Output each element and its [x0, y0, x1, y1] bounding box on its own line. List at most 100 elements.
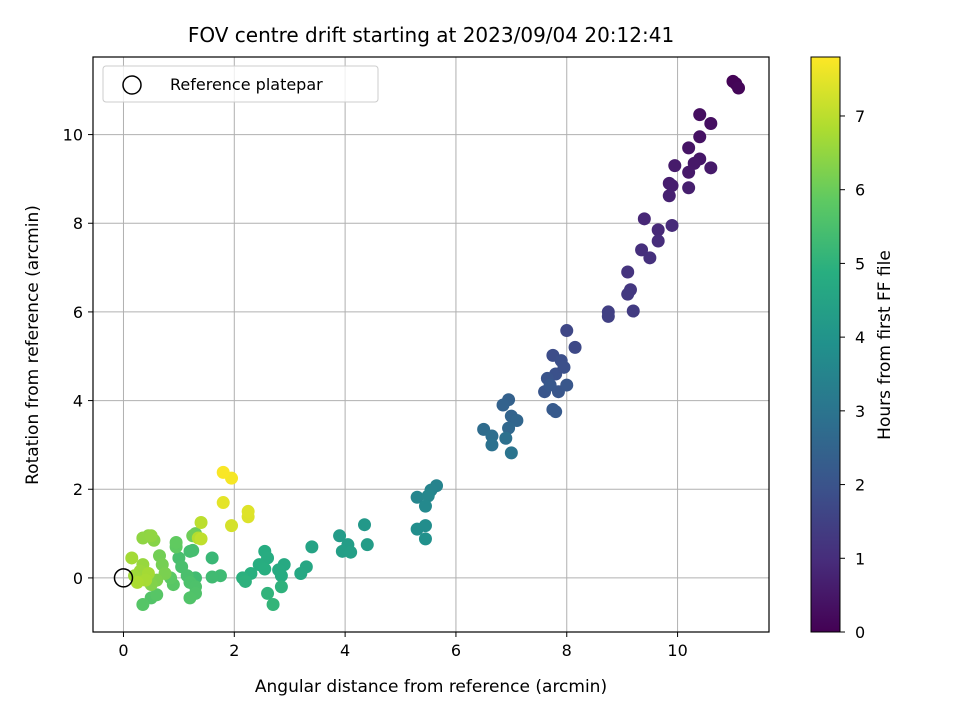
data-point [266, 598, 280, 612]
data-point [693, 108, 707, 122]
y-tick-label: 10 [63, 126, 83, 145]
colorbar-tick-label: 4 [855, 328, 865, 347]
data-point [665, 179, 679, 193]
data-point [305, 540, 319, 554]
data-point [560, 324, 574, 338]
data-point [186, 543, 200, 557]
y-axis-label: Rotation from reference (arcmin) [23, 205, 43, 485]
data-point [205, 551, 219, 565]
colorbar-tick-label: 6 [855, 181, 865, 200]
data-point [216, 496, 230, 510]
data-point [238, 574, 252, 588]
data-point [665, 218, 679, 232]
data-point [732, 81, 746, 95]
y-axis-ticks: 0 2 4 6 8 10 [63, 126, 93, 588]
reference-platepar-marker [113, 568, 134, 588]
data-point [169, 535, 183, 549]
data-points [125, 74, 746, 612]
data-point [499, 431, 513, 445]
legend-label: Reference platepar [170, 75, 323, 94]
data-point [258, 562, 272, 576]
x-tick-label: 0 [118, 641, 128, 660]
x-tick-label: 6 [451, 641, 461, 660]
data-point [502, 421, 516, 435]
data-point [274, 569, 288, 583]
data-point [225, 519, 239, 533]
colorbar-tick-label: 2 [855, 476, 865, 495]
y-tick-label: 4 [73, 392, 83, 411]
data-point [560, 378, 574, 392]
data-point [601, 309, 615, 323]
colorbar [810, 56, 841, 633]
data-point [294, 566, 308, 580]
y-tick-label: 0 [73, 569, 83, 588]
data-point [344, 545, 358, 559]
data-point [682, 141, 696, 155]
colorbar-tick-label: 1 [855, 549, 865, 568]
data-point [333, 529, 347, 543]
x-tick-label: 2 [229, 641, 239, 660]
y-tick-label: 8 [73, 214, 83, 233]
data-point [568, 340, 582, 354]
colorbar-tick-label: 0 [855, 623, 865, 642]
data-point [668, 159, 682, 173]
data-point [241, 504, 255, 518]
data-point [637, 212, 651, 226]
data-point [504, 446, 518, 460]
x-tick-label: 10 [667, 641, 687, 660]
y-tick-label: 6 [73, 303, 83, 322]
data-point [635, 243, 649, 257]
data-point [418, 499, 432, 513]
x-tick-label: 8 [562, 641, 572, 660]
x-axis-label: Angular distance from reference (arcmin) [255, 677, 607, 697]
data-point [496, 398, 510, 412]
data-point [626, 304, 640, 318]
data-point [682, 165, 696, 179]
data-point [194, 532, 208, 546]
x-tick-label: 4 [340, 641, 350, 660]
data-point [360, 538, 374, 552]
data-point [693, 130, 707, 144]
data-point [150, 588, 164, 602]
data-point [418, 532, 432, 546]
grid-lines [93, 57, 769, 632]
legend-open-circle-icon [122, 75, 142, 95]
data-point [274, 580, 288, 594]
data-point [643, 251, 657, 265]
data-point [130, 575, 144, 589]
data-point [485, 438, 499, 452]
plot-frame [92, 56, 770, 633]
data-point [510, 414, 524, 428]
data-point [261, 586, 275, 600]
legend-box [102, 65, 379, 103]
data-point [543, 378, 557, 392]
colorbar-tick-label: 5 [855, 254, 865, 273]
data-point [216, 465, 230, 479]
data-point [136, 598, 150, 612]
colorbar-tick-label: 7 [855, 107, 865, 126]
data-point [621, 265, 635, 279]
chart-title: FOV centre drift starting at 2023/09/04 … [188, 23, 674, 47]
colorbar-ticks: 0 1 2 3 4 5 6 7 [840, 107, 865, 642]
data-point [621, 287, 635, 301]
data-point [205, 570, 219, 584]
data-point [549, 405, 563, 419]
data-point [358, 518, 372, 532]
data-point [421, 489, 435, 503]
legend: Reference platepar [102, 65, 379, 103]
data-point [125, 551, 139, 565]
data-point [704, 116, 718, 130]
x-axis-ticks: 0 2 4 6 8 10 [118, 632, 688, 660]
data-point [557, 360, 571, 374]
data-point [682, 181, 696, 195]
data-point [418, 519, 432, 533]
data-point [410, 490, 424, 504]
colorbar-tick-label: 3 [855, 402, 865, 421]
data-point [662, 189, 676, 203]
data-point [704, 161, 718, 175]
colorbar-label: Hours from first FF file [875, 250, 895, 440]
data-point [194, 515, 208, 529]
data-point [183, 591, 197, 605]
data-point [651, 234, 665, 248]
